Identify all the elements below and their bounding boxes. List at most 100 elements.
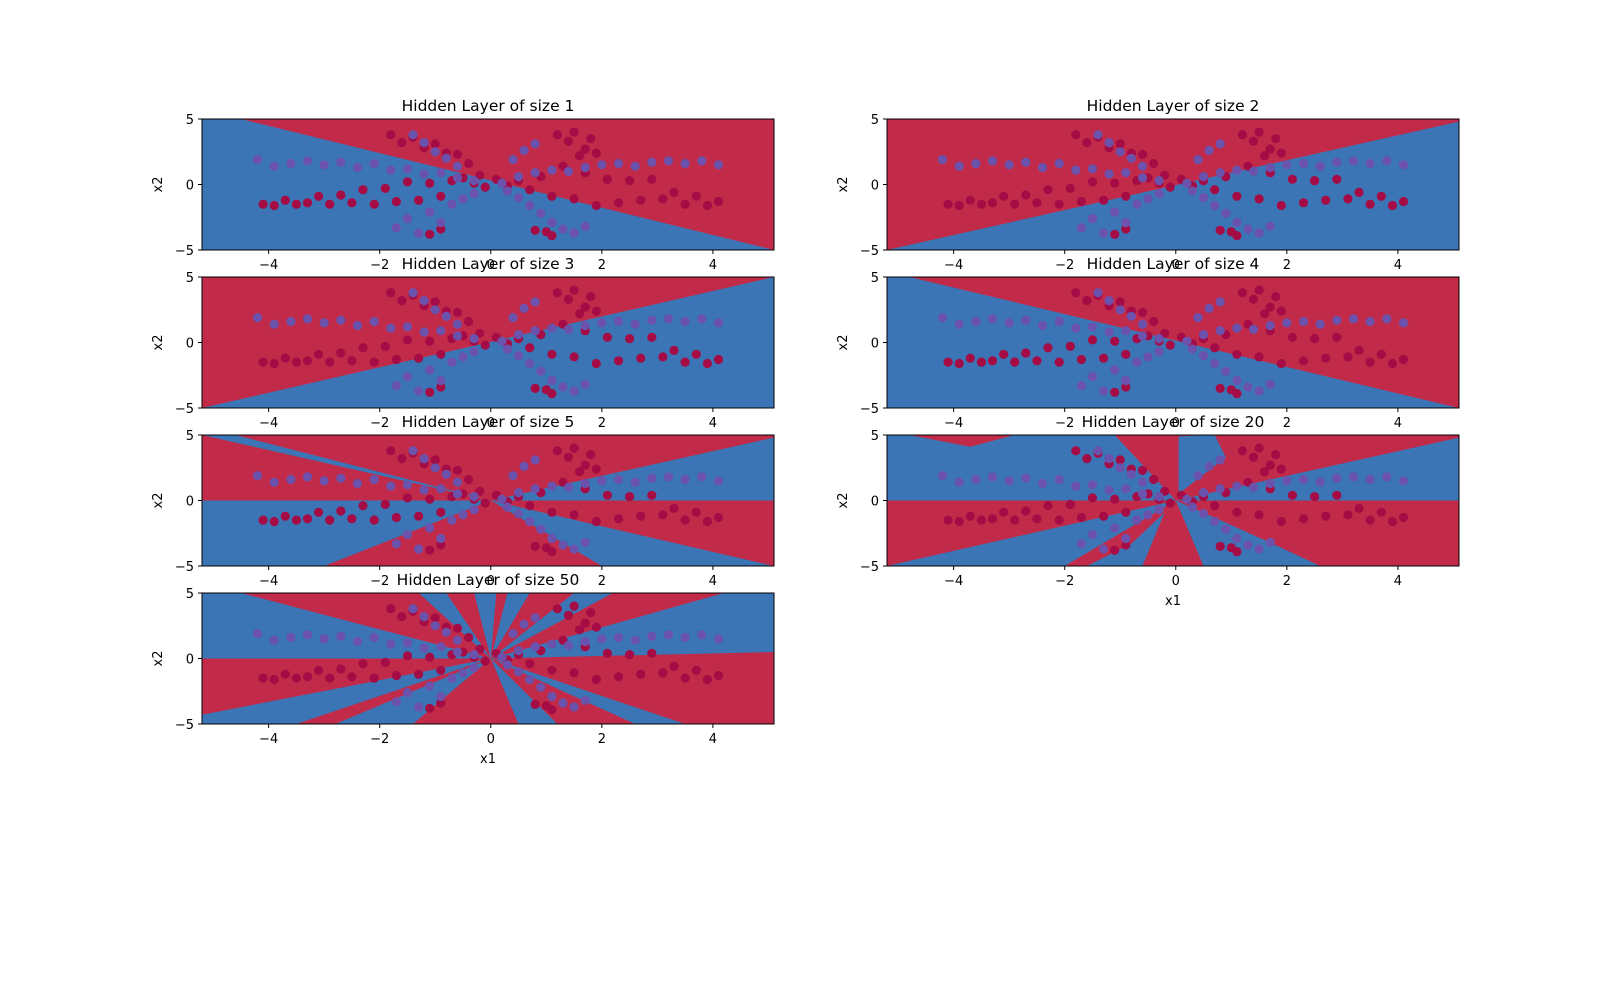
data-point-blue <box>1099 386 1109 396</box>
data-point-red <box>702 516 713 527</box>
data-point-blue <box>697 314 707 324</box>
data-point-blue <box>1193 313 1203 323</box>
data-point-blue <box>1076 381 1086 391</box>
y-axis-label: x2 <box>836 335 851 351</box>
data-point-red <box>954 358 964 369</box>
data-point-red <box>425 229 435 239</box>
plot-area <box>202 277 774 408</box>
data-point-red <box>1054 357 1064 367</box>
data-point-red <box>425 703 435 713</box>
data-point-red <box>391 196 401 207</box>
data-point-red <box>552 446 563 456</box>
data-point-blue <box>1232 375 1242 386</box>
data-point-red <box>1265 144 1275 154</box>
data-point-blue <box>352 636 363 647</box>
data-point-red <box>547 705 557 715</box>
data-point-red <box>386 288 396 298</box>
data-point-red <box>965 195 975 205</box>
data-point-red <box>1137 149 1148 159</box>
data-point-blue <box>1193 155 1203 165</box>
data-point-red <box>452 307 463 317</box>
data-point-blue <box>1115 305 1125 315</box>
subplot-title: Hidden Layer of size 2 <box>1087 97 1260 115</box>
data-point-blue <box>1076 539 1086 549</box>
data-point-red <box>569 668 579 678</box>
data-point-blue <box>1365 316 1375 327</box>
data-point-blue <box>430 305 440 315</box>
data-point-red <box>1076 512 1086 523</box>
data-point-red <box>1010 357 1020 367</box>
data-point-red <box>1071 446 1081 456</box>
data-point-blue <box>519 145 529 155</box>
data-point-blue <box>525 674 535 685</box>
data-point-red <box>1010 515 1020 525</box>
data-point-red <box>1365 357 1375 367</box>
data-point-blue <box>1021 473 1031 483</box>
data-point-blue <box>547 533 557 544</box>
data-point-blue <box>369 474 379 485</box>
data-point-red <box>613 198 624 208</box>
data-point-red <box>1254 443 1264 453</box>
x-tick-label: −2 <box>370 574 389 589</box>
data-point-blue <box>447 515 457 525</box>
data-point-blue <box>1154 334 1164 344</box>
data-point-blue <box>336 157 346 167</box>
data-point-blue <box>1332 473 1342 483</box>
data-point-blue <box>547 691 557 702</box>
plot-area <box>887 435 1459 566</box>
data-point-red <box>1165 340 1175 350</box>
data-point-blue <box>680 158 690 169</box>
data-point-red <box>547 231 557 241</box>
data-point-red <box>1043 501 1053 511</box>
x-axis-label: x1 <box>1165 594 1181 609</box>
data-point-red <box>625 650 635 660</box>
data-point-blue <box>425 207 435 217</box>
data-point-red <box>1276 358 1286 369</box>
data-point-red <box>436 507 446 517</box>
data-point-blue <box>1215 326 1225 336</box>
data-point-red <box>1087 493 1098 503</box>
data-point-blue <box>1154 492 1164 502</box>
data-point-blue <box>1210 358 1220 369</box>
y-tick-label: 0 <box>186 653 194 668</box>
data-point-red <box>1137 307 1148 317</box>
data-point-red <box>1110 494 1120 504</box>
data-point-blue <box>419 612 429 622</box>
data-point-blue <box>580 695 590 706</box>
data-point-blue <box>1198 172 1209 182</box>
x-tick-label: 0 <box>1172 258 1180 273</box>
data-point-blue <box>441 153 451 163</box>
data-point-blue <box>336 315 346 325</box>
data-point-blue <box>452 161 463 171</box>
data-point-red <box>1365 515 1375 525</box>
data-point-blue <box>1215 484 1225 494</box>
data-point-red <box>369 199 379 209</box>
data-point-red <box>1387 516 1397 527</box>
region-blue <box>887 121 1459 250</box>
data-point-blue <box>1037 478 1048 489</box>
data-point-red <box>1054 515 1064 525</box>
data-point-blue <box>1365 474 1375 485</box>
data-point-red <box>1376 507 1386 517</box>
data-point-blue <box>536 366 546 376</box>
data-point-red <box>1215 541 1225 552</box>
data-point-red <box>691 665 701 675</box>
data-point-red <box>1082 138 1092 148</box>
data-point-red <box>280 511 290 521</box>
subplot-4: −4 −2 0 2 4 −5 0 5 Hidden Layer of size 4 x2 <box>836 255 1460 431</box>
data-point-red <box>530 541 540 552</box>
data-point-blue <box>319 160 329 170</box>
data-point-blue <box>408 130 418 140</box>
data-point-red <box>369 515 379 525</box>
data-point-red <box>680 515 690 525</box>
data-point-blue <box>458 510 468 520</box>
data-point-red <box>525 501 535 511</box>
data-point-red <box>569 194 579 204</box>
data-point-red <box>1232 389 1242 399</box>
data-point-red <box>436 665 446 675</box>
y-tick-label: −5 <box>860 402 879 417</box>
data-point-red <box>1110 229 1120 239</box>
data-point-blue <box>1126 311 1136 321</box>
data-point-blue <box>1121 326 1131 336</box>
data-point-red <box>669 187 679 197</box>
